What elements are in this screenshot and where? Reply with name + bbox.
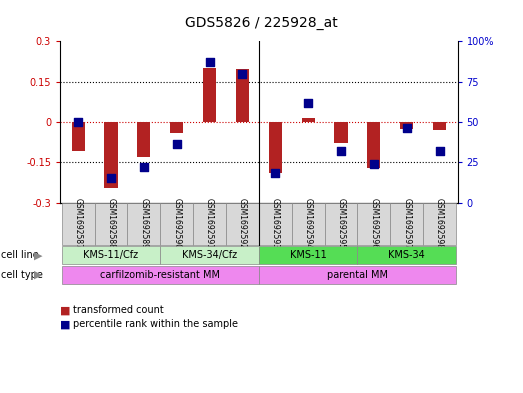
Bar xyxy=(423,203,456,245)
Text: GDS5826 / 225928_at: GDS5826 / 225928_at xyxy=(185,16,338,30)
Bar xyxy=(269,122,282,173)
Text: GSM1692592: GSM1692592 xyxy=(238,198,247,249)
Bar xyxy=(400,122,413,129)
Bar xyxy=(72,122,85,151)
Bar xyxy=(302,118,315,122)
Text: cell type: cell type xyxy=(1,270,43,280)
Point xyxy=(238,70,247,77)
Bar xyxy=(95,203,128,245)
Bar xyxy=(138,122,151,157)
Bar xyxy=(357,246,456,264)
Point xyxy=(206,59,214,65)
Bar xyxy=(259,246,357,264)
Bar xyxy=(203,68,216,122)
Bar xyxy=(128,203,161,245)
Point xyxy=(403,125,411,132)
Point xyxy=(435,148,444,154)
Text: GSM1692588: GSM1692588 xyxy=(107,198,116,249)
Text: GSM1692598: GSM1692598 xyxy=(435,198,444,249)
Text: GSM1692597: GSM1692597 xyxy=(402,198,411,249)
Text: GSM1692590: GSM1692590 xyxy=(172,198,181,249)
Bar xyxy=(226,203,259,245)
Bar xyxy=(367,122,380,167)
Point xyxy=(370,161,378,167)
Text: GSM1692591: GSM1692591 xyxy=(205,198,214,249)
Bar xyxy=(161,246,259,264)
Bar xyxy=(105,122,118,188)
Text: ▶: ▶ xyxy=(34,270,42,280)
Point xyxy=(74,119,83,125)
Text: KMS-34: KMS-34 xyxy=(389,250,425,261)
Text: GSM1692595: GSM1692595 xyxy=(336,198,346,249)
Bar xyxy=(259,203,292,245)
Bar xyxy=(357,203,390,245)
Bar xyxy=(325,203,357,245)
Text: cell line: cell line xyxy=(1,250,39,261)
Text: GSM1692587: GSM1692587 xyxy=(74,198,83,249)
Point xyxy=(271,170,279,176)
Point xyxy=(304,99,312,106)
Text: GSM1692589: GSM1692589 xyxy=(140,198,149,249)
Bar xyxy=(292,203,325,245)
Point xyxy=(173,141,181,148)
Text: percentile rank within the sample: percentile rank within the sample xyxy=(73,319,238,329)
Bar xyxy=(62,203,95,245)
Text: transformed count: transformed count xyxy=(73,305,164,316)
Bar xyxy=(62,246,161,264)
Text: KMS-11/Cfz: KMS-11/Cfz xyxy=(84,250,139,261)
Bar xyxy=(259,266,456,284)
Text: ■: ■ xyxy=(60,305,74,316)
Point xyxy=(107,175,115,182)
Bar xyxy=(334,122,348,143)
Bar xyxy=(62,266,259,284)
Text: KMS-34/Cfz: KMS-34/Cfz xyxy=(182,250,237,261)
Bar xyxy=(433,122,446,130)
Bar xyxy=(236,70,249,122)
Point xyxy=(140,164,148,170)
Text: ▶: ▶ xyxy=(34,250,42,261)
Text: GSM1692596: GSM1692596 xyxy=(369,198,378,249)
Point xyxy=(337,148,345,154)
Bar xyxy=(193,203,226,245)
Text: ■: ■ xyxy=(60,319,74,329)
Bar xyxy=(170,122,184,132)
Text: GSM1692594: GSM1692594 xyxy=(304,198,313,249)
Bar xyxy=(390,203,423,245)
Text: GSM1692593: GSM1692593 xyxy=(271,198,280,249)
Text: carfilzomib-resistant MM: carfilzomib-resistant MM xyxy=(100,270,220,280)
Text: KMS-11: KMS-11 xyxy=(290,250,326,261)
Text: parental MM: parental MM xyxy=(327,270,388,280)
Bar xyxy=(161,203,193,245)
